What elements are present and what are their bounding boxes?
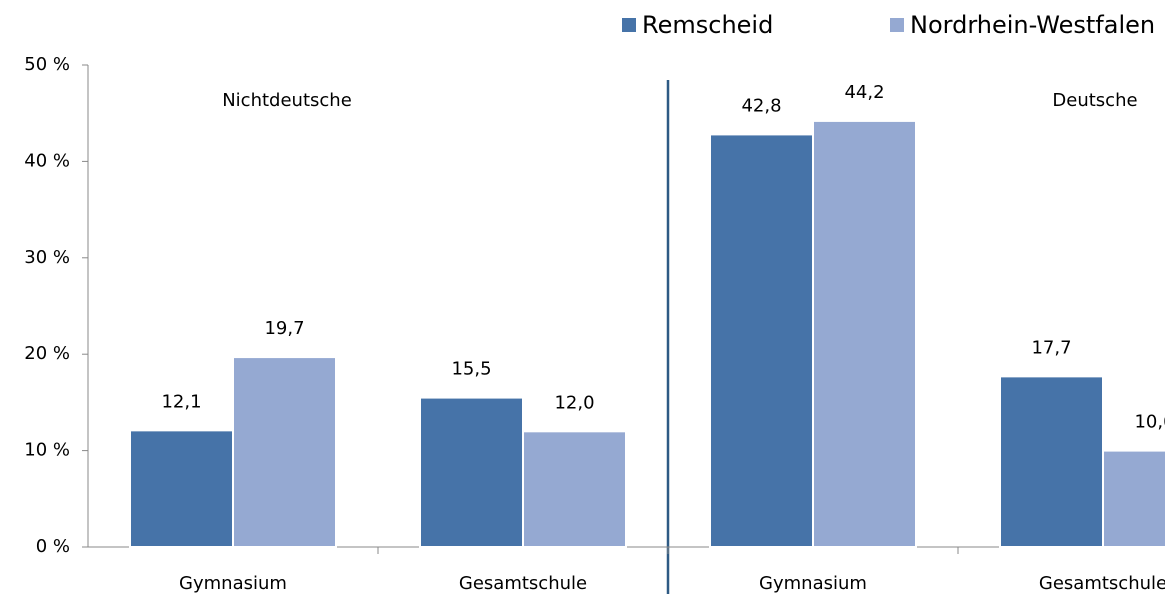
bar xyxy=(129,429,234,548)
value-label: 44,2 xyxy=(844,82,884,103)
y-tick-label: 30 % xyxy=(24,247,70,268)
bar xyxy=(522,430,627,549)
y-tick-label: 10 % xyxy=(24,440,70,461)
y-tick-label: 0 % xyxy=(36,536,70,557)
value-label: 42,8 xyxy=(741,95,781,116)
y-tick-label: 50 % xyxy=(24,54,70,75)
legend-label: Nordrhein-Westfalen xyxy=(910,11,1155,39)
bar xyxy=(232,356,337,549)
legend-swatch xyxy=(622,18,636,32)
value-label: 10,0 xyxy=(1134,412,1165,433)
annotation: Deutsche xyxy=(1052,90,1137,111)
x-tick-label: Gymnasium xyxy=(179,573,287,594)
annotation: Nichtdeutsche xyxy=(222,90,352,111)
bar xyxy=(812,119,917,549)
value-label: 17,7 xyxy=(1031,337,1071,358)
legend-label: Remscheid xyxy=(642,11,773,39)
bar xyxy=(1102,449,1165,549)
bar xyxy=(999,375,1104,549)
x-tick-label: Gymnasium xyxy=(759,573,867,594)
bar xyxy=(419,396,524,548)
y-tick-label: 20 % xyxy=(24,343,70,364)
value-label: 12,1 xyxy=(161,391,201,412)
x-tick-label: Gesamtschule xyxy=(1039,573,1165,594)
legend-swatch xyxy=(890,18,904,32)
value-label: 12,0 xyxy=(554,392,594,413)
value-label: 15,5 xyxy=(451,359,491,380)
value-label: 19,7 xyxy=(264,318,304,339)
y-tick-label: 40 % xyxy=(24,150,70,171)
bar xyxy=(709,133,814,549)
x-tick-label: Gesamtschule xyxy=(459,573,587,594)
